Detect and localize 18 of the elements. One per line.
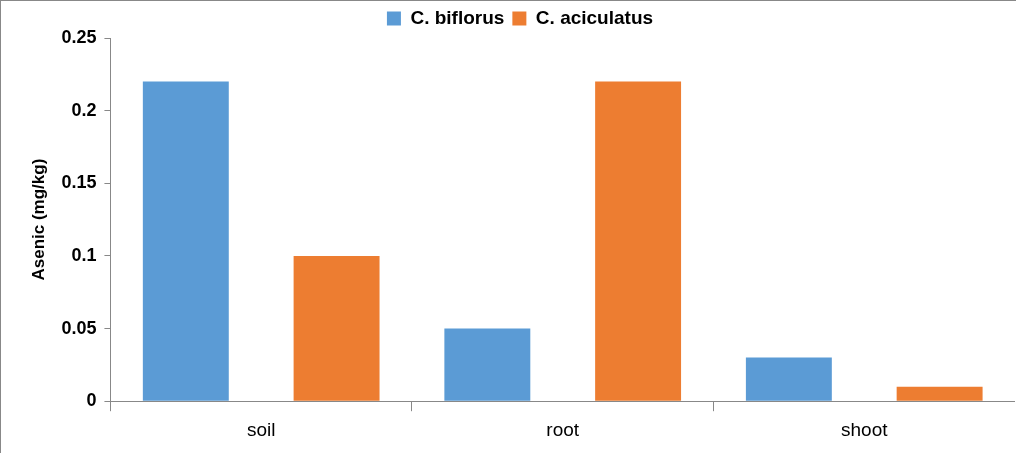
y-tick-label: 0.25 — [61, 26, 97, 47]
bar — [444, 328, 531, 401]
x-tick-label: soil — [246, 418, 276, 440]
y-axis-title: Asenic (mg/kg) — [28, 158, 48, 281]
x-tick-label: root — [546, 418, 580, 440]
y-tick-label: 0.2 — [71, 99, 97, 120]
x-tick-label: shoot — [841, 418, 889, 440]
y-tick-label: 0 — [86, 390, 97, 411]
y-tick-label: 0.15 — [61, 172, 97, 193]
legend-label: C. biflorus — [410, 6, 505, 28]
bar — [745, 357, 832, 401]
bar — [293, 255, 380, 401]
y-tick-label: 0.05 — [61, 317, 97, 338]
y-tick-label: 0.1 — [71, 244, 97, 265]
bar — [595, 81, 682, 401]
bar — [896, 386, 983, 401]
legend-label: C. aciculatus — [535, 6, 654, 28]
bar — [142, 81, 229, 401]
